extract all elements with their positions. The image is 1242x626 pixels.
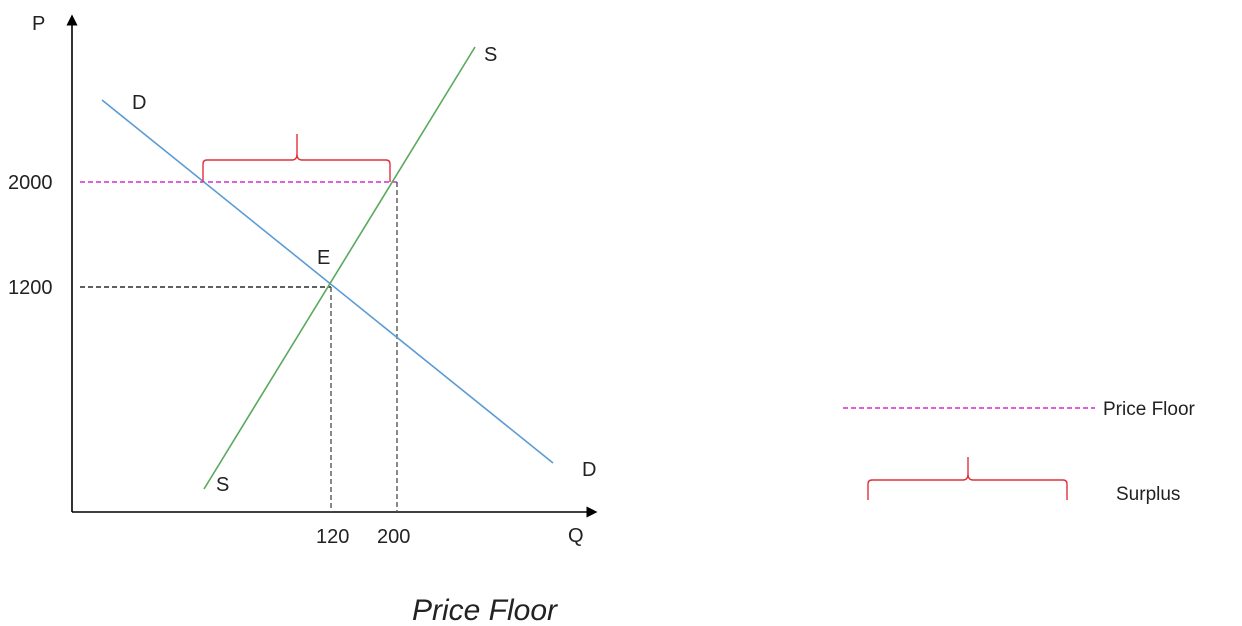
price-tick-1200: 1200 — [8, 277, 53, 299]
equilibrium-label: E — [317, 247, 330, 269]
surplus-brace — [202, 134, 391, 182]
price-tick-2000: 2000 — [8, 172, 53, 194]
legend-price-floor-label: Price Floor — [1103, 399, 1196, 420]
demand-label-top: D — [132, 92, 146, 114]
legend-surplus-brace — [867, 457, 1068, 500]
legend-surplus-label: Surplus — [1116, 484, 1180, 505]
diagram-title: Price Floor — [412, 594, 558, 626]
y-axis-label: P — [32, 13, 45, 35]
quantity-tick-200: 200 — [377, 526, 410, 548]
demand-label-bottom: D — [582, 459, 596, 481]
supply-label-bottom: S — [216, 474, 229, 496]
supply-curve — [203, 46, 476, 490]
demand-curve — [101, 99, 554, 464]
supply-label-top: S — [484, 44, 497, 66]
x-axis-label: Q — [568, 525, 584, 547]
quantity-tick-120: 120 — [316, 526, 349, 548]
